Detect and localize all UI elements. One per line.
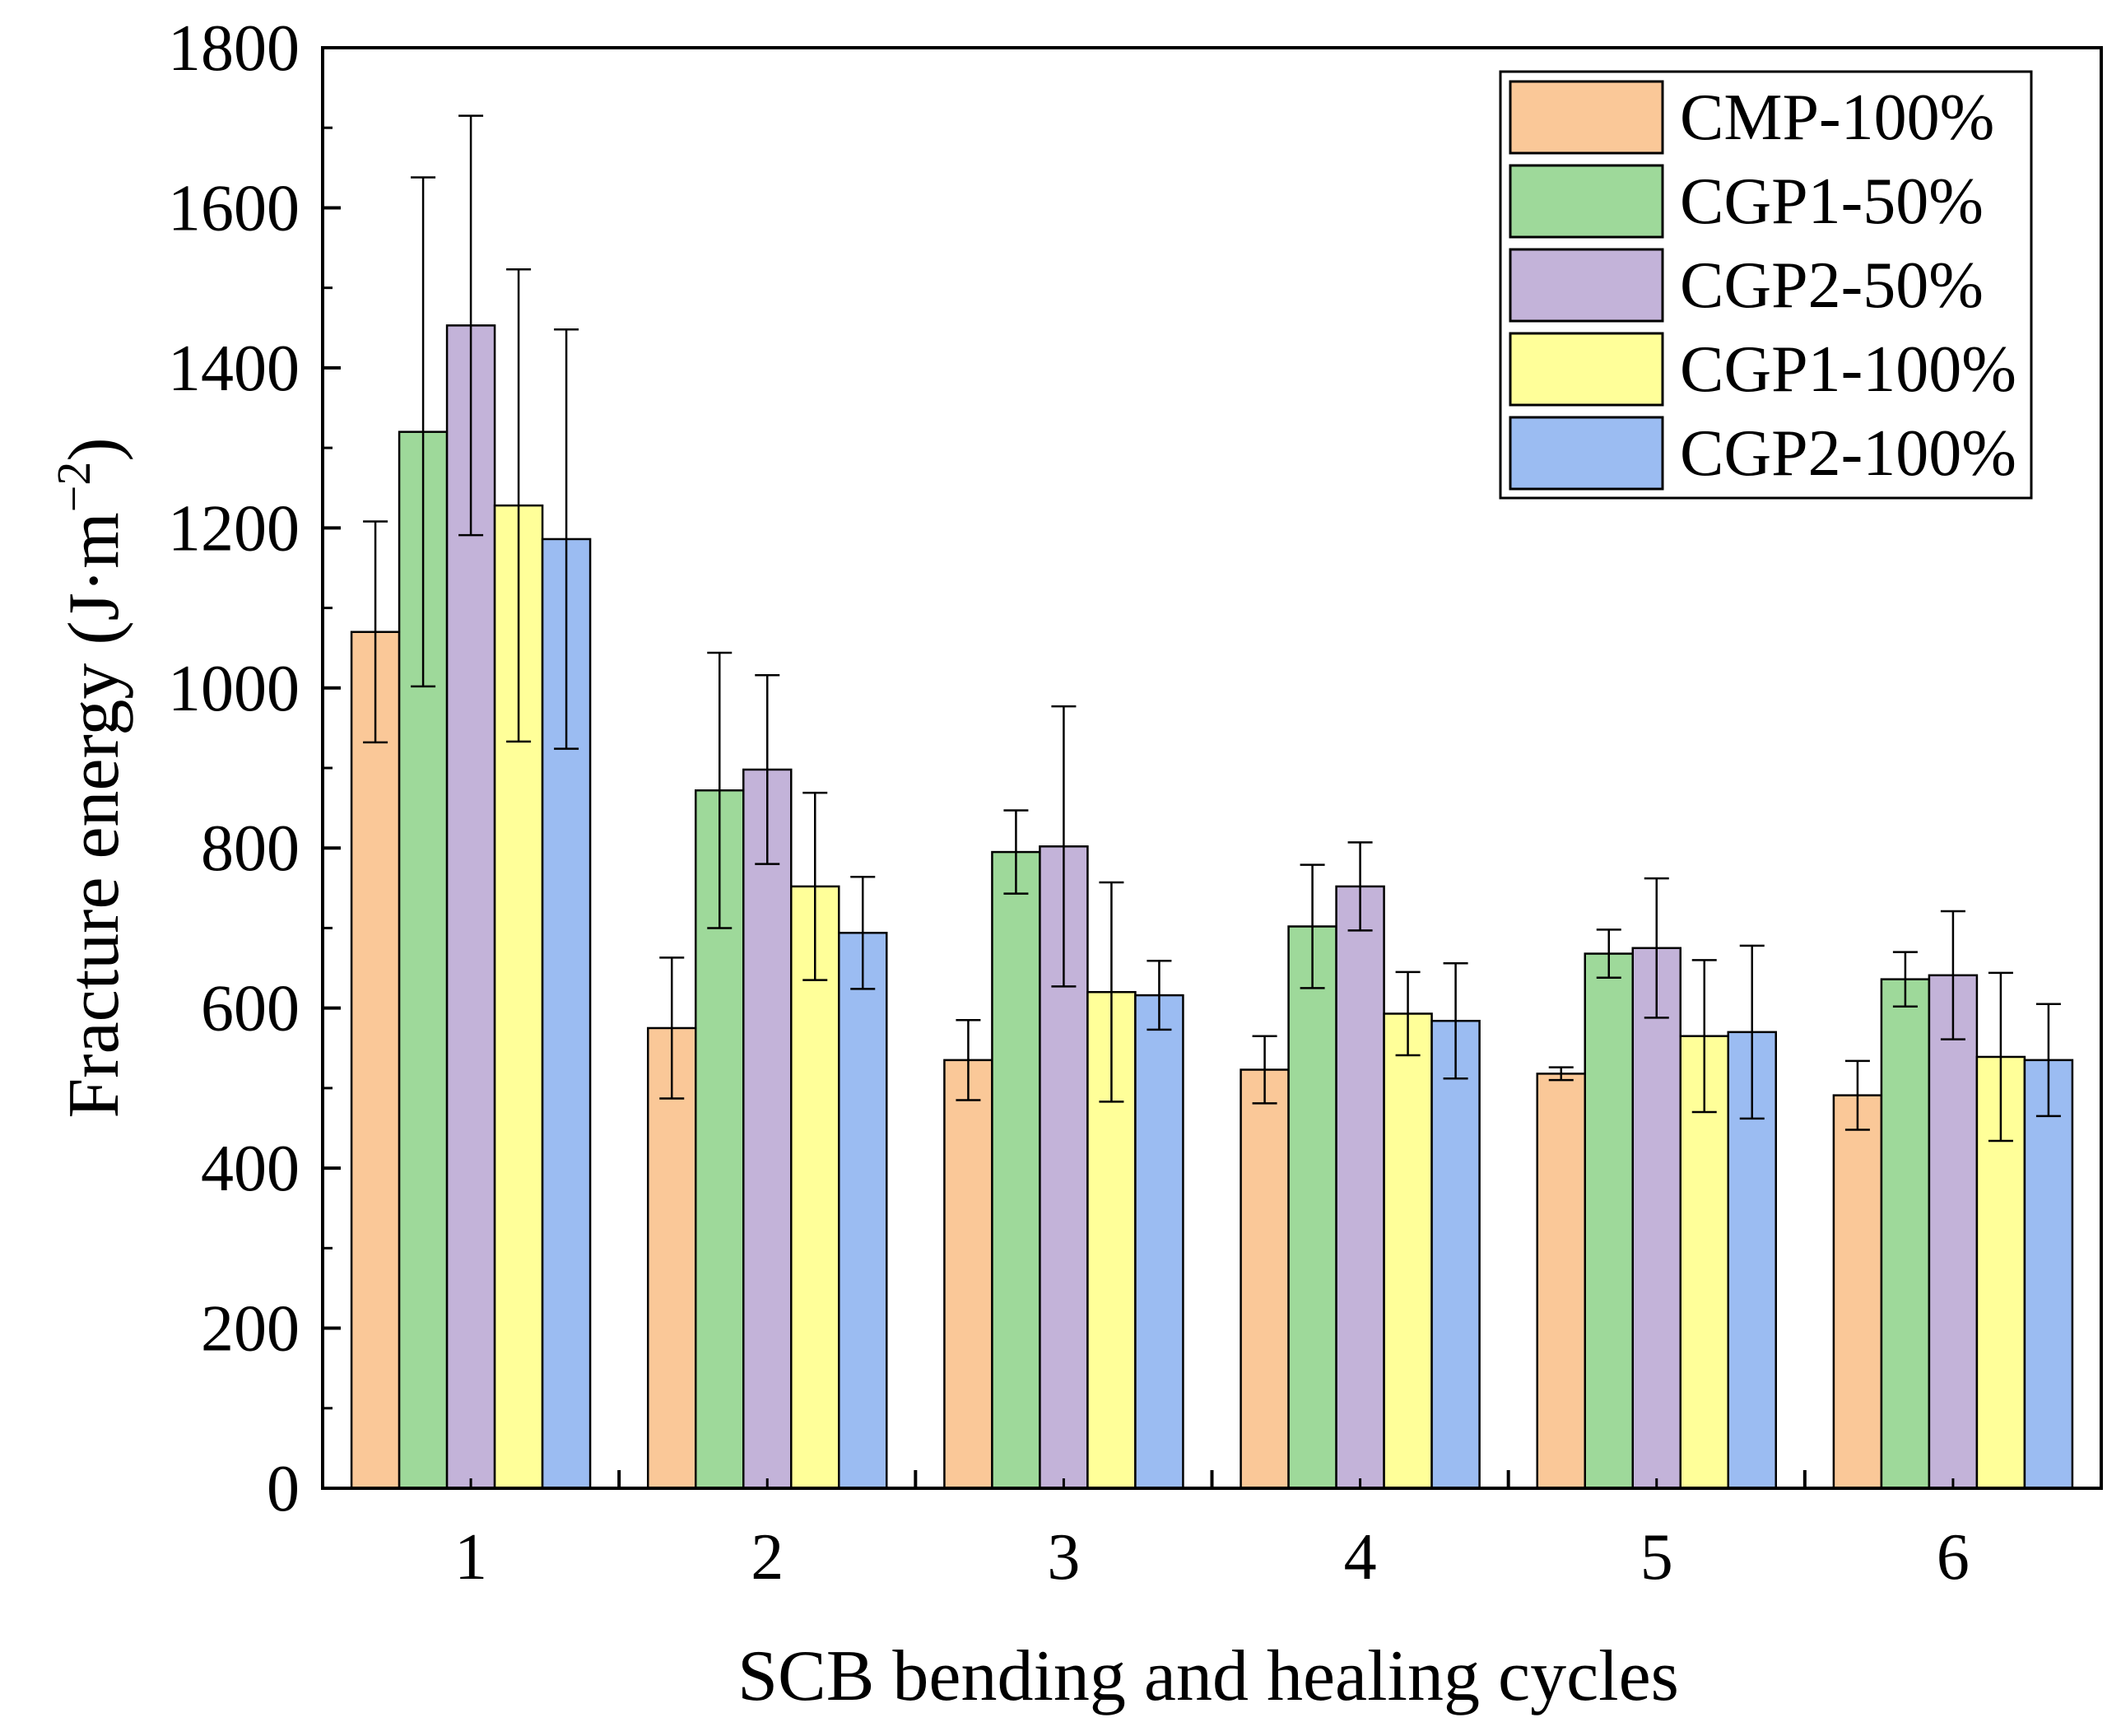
x-tick-label-2: 2 [751,1521,784,1594]
bar-cycle-4-series-5 [1430,1019,1481,1490]
bar-cycle-5-series-2 [1584,952,1634,1490]
y-tick-label-0: 0 [267,1453,300,1525]
y-tick-label-600: 600 [201,973,300,1045]
bar-cycle-2-series-3 [742,768,793,1490]
x-tick-label-4: 4 [1344,1521,1377,1594]
bar-cycle-5-series-1 [1536,1073,1586,1490]
bar-cycle-1-series-5 [541,538,592,1490]
legend-swatch-3 [1509,248,1664,323]
bar-cycle-6-series-2 [1880,978,1931,1490]
y-tick-label-1200: 1200 [168,492,300,565]
x-tick-label-5: 5 [1640,1521,1673,1594]
y-tick-label-800: 800 [201,812,300,885]
bar-cycle-6-series-1 [1832,1094,1883,1490]
error-bars [363,114,2061,1143]
legend-swatch-2 [1509,164,1664,239]
bar-cycle-4-series-2 [1287,925,1337,1490]
bar-cycle-3-series-1 [943,1059,993,1490]
y-tick-label-400: 400 [201,1133,300,1205]
legend-label-3: CGP2-50% [1680,249,1984,322]
legend: CMP-100% CGP1-50% CGP2-50% CGP1-100% CGP2-10… [1499,70,2033,500]
x-tick-label-1: 1 [454,1521,487,1594]
legend-swatch-5 [1509,416,1664,491]
x-axis-title: SCB bending and healing cycles [737,1636,1679,1716]
bar-cycle-2-series-5 [838,932,888,1490]
bar-cycle-1-series-1 [350,631,401,1490]
y-tick-label-1800: 1800 [168,12,300,85]
legend-label-4: CGP1-100% [1680,333,2016,406]
y-axis-title-close: ) [54,437,134,461]
bar-cycle-4-series-1 [1240,1068,1290,1490]
axes: 0 200 400 600 800 1000 1200 1400 1600 1800 1 2 3 4 5 6 [168,12,2103,1594]
bar-cycle-4-series-3 [1335,885,1385,1490]
legend-label-5: CGP2-100% [1680,417,2016,490]
bar-cycle-5-series-3 [1631,947,1681,1490]
y-tick-label-1600: 1600 [168,172,300,244]
y-tick-label-1000: 1000 [168,653,300,725]
legend-label-2: CGP1-50% [1680,165,1984,238]
bar-cycle-3-series-5 [1134,994,1184,1490]
y-axis-title-exponent: −2 [47,462,100,513]
y-axis-title-main: Fracture energy (J·m [54,512,134,1118]
bar-cycle-3-series-2 [991,850,1041,1490]
legend-label-1: CMP-100% [1680,81,1994,154]
bar-cycle-4-series-4 [1383,1012,1433,1490]
x-tick-label-6: 6 [1937,1521,1970,1594]
y-axis-title: Fracture energy (J·m−2) [47,437,134,1118]
y-tick-label-1400: 1400 [168,333,300,405]
legend-swatch-4 [1509,332,1664,407]
y-tick-label-200: 200 [201,1293,300,1366]
legend-swatch-1 [1509,80,1664,155]
x-tick-label-3: 3 [1047,1521,1080,1594]
bar-marks [350,324,2074,1490]
bar-cycle-6-series-3 [1928,974,1979,1490]
bar-cycle-6-series-5 [2023,1059,2074,1490]
